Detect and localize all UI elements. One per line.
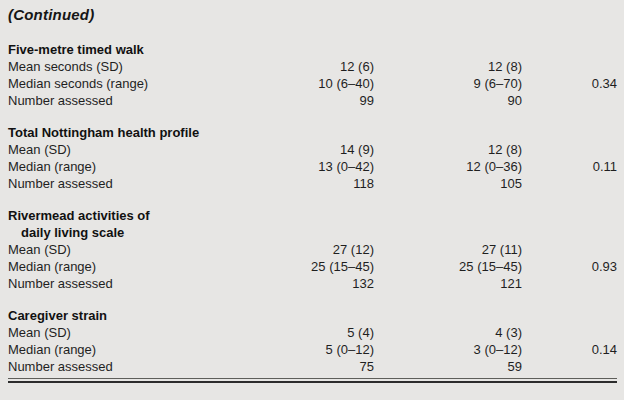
table-row: Median (range) 5 (0–12) 3 (0–12) 0.14 [8,341,617,358]
group2-value: 105 [374,175,522,192]
group1-value: 13 (0–42) [298,158,374,175]
table-row: Mean (SD) 5 (4) 4 (3) [8,324,617,341]
group2-value: 12 (8) [374,141,522,158]
p-value: 0.34 [522,75,617,92]
section-heading: Total Nottingham health profile [8,124,617,141]
p-value [522,241,617,258]
section-heading-row: Five-metre timed walk [8,41,617,58]
row-label: Mean (SD) [8,324,298,341]
table-row: Number assessed 75 59 [8,358,617,375]
group2-value: 59 [374,358,522,375]
p-value [522,92,617,109]
group2-value: 3 (0–12) [374,341,522,358]
row-label: Mean (SD) [8,241,298,258]
row-label: Mean seconds (SD) [8,58,298,75]
group1-value: 12 (6) [298,58,374,75]
outcomes-table: Five-metre timed walk Mean seconds (SD) … [8,41,617,375]
row-label: Number assessed [8,358,298,375]
group2-value: 12 (0–36) [374,158,522,175]
p-value [522,141,617,158]
group2-value: 12 (8) [374,58,522,75]
group1-value: 27 (12) [298,241,374,258]
section-heading: Caregiver strain [8,307,617,324]
table-row: Median (range) 25 (15–45) 25 (15–45) 0.9… [8,258,617,275]
table-row: Number assessed 99 90 [8,92,617,109]
section-heading-row: Total Nottingham health profile [8,109,617,141]
p-value [522,275,617,292]
group2-value: 27 (11) [374,241,522,258]
p-value: 0.93 [522,258,617,275]
group2-value: 25 (15–45) [374,258,522,275]
bottom-double-rule [8,378,617,383]
table-row: Mean (SD) 14 (9) 12 (8) [8,141,617,158]
row-label: Median (range) [8,258,298,275]
table-row: Number assessed 132 121 [8,275,617,292]
group1-value: 75 [298,358,374,375]
group2-value: 90 [374,92,522,109]
row-label: Median (range) [8,158,298,175]
row-label: Number assessed [8,175,298,192]
group1-value: 99 [298,92,374,109]
row-label: Median (range) [8,341,298,358]
group1-value: 5 (4) [298,324,374,341]
table-row: Mean (SD) 27 (12) 27 (11) [8,241,617,258]
group2-value: 121 [374,275,522,292]
p-value [522,358,617,375]
section-heading-line2: daily living scale [8,224,617,241]
group1-value: 14 (9) [298,141,374,158]
section-heading-row: Caregiver strain [8,292,617,324]
section-heading: Rivermead activities of [8,207,617,224]
group2-value: 4 (3) [374,324,522,341]
row-label: Median seconds (range) [8,75,298,92]
group2-value: 9 (6–70) [374,75,522,92]
group1-value: 132 [298,275,374,292]
p-value: 0.14 [522,341,617,358]
group1-value: 118 [298,175,374,192]
p-value: 0.11 [522,158,617,175]
row-label: Mean (SD) [8,141,298,158]
table-row: Number assessed 118 105 [8,175,617,192]
row-label: Number assessed [8,275,298,292]
table-row: Mean seconds (SD) 12 (6) 12 (8) [8,58,617,75]
table-row: Median seconds (range) 10 (6–40) 9 (6–70… [8,75,617,92]
section-heading: Five-metre timed walk [8,41,617,58]
group1-value: 5 (0–12) [298,341,374,358]
continued-label: (Continued) [8,6,624,23]
p-value [522,58,617,75]
table-row: Median (range) 13 (0–42) 12 (0–36) 0.11 [8,158,617,175]
group1-value: 25 (15–45) [298,258,374,275]
group1-value: 10 (6–40) [298,75,374,92]
p-value [522,324,617,341]
p-value [522,175,617,192]
paper-table-page: (Continued) Five-metre timed walk Mean s… [0,0,624,400]
section-heading-row: Rivermead activities of daily living sca… [8,192,617,241]
row-label: Number assessed [8,92,298,109]
